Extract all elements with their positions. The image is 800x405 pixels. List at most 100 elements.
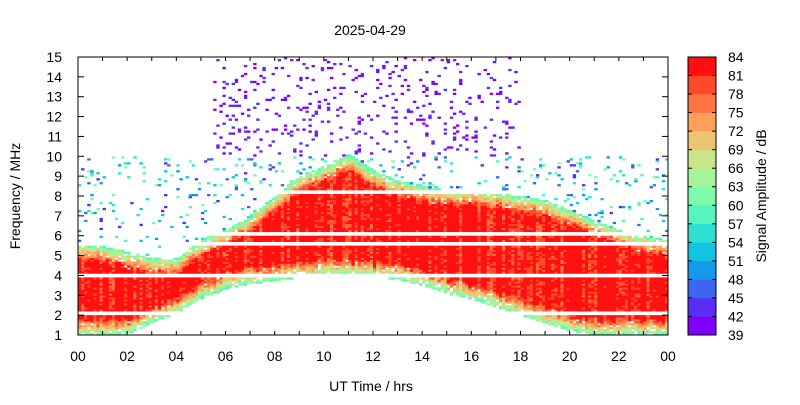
heatmap-cell (434, 203, 438, 207)
heatmap-cell (219, 247, 223, 250)
heatmap-cell (425, 197, 429, 201)
heatmap-cell (127, 279, 131, 282)
heatmap-cell (243, 90, 248, 94)
heatmap-cell (409, 197, 414, 201)
heatmap-cell (376, 221, 380, 225)
heatmap-cell (197, 255, 202, 258)
heatmap-cell (428, 215, 432, 219)
heatmap-cell (425, 269, 429, 272)
heatmap-cell (121, 253, 125, 256)
heatmap-cell (311, 209, 315, 213)
heatmap-cell (173, 279, 177, 282)
heatmap-cell (354, 259, 358, 262)
heatmap-cell (422, 215, 426, 219)
heatmap-cell (422, 197, 426, 201)
heatmap-cell (403, 237, 408, 240)
heatmap-cell (357, 237, 362, 240)
heatmap-cell (323, 221, 328, 225)
heatmap-cell (271, 259, 275, 262)
heatmap-cell (121, 329, 125, 332)
heatmap-cell (151, 279, 156, 282)
heatmap-cell (366, 203, 371, 207)
heatmap-cell (326, 249, 331, 252)
heatmap-cell (419, 203, 423, 207)
heatmap-cell (366, 209, 371, 213)
heatmap-cell (400, 205, 405, 209)
heatmap-cell (409, 203, 414, 207)
heatmap-cell (416, 265, 420, 268)
heatmap-cell (311, 229, 315, 233)
heatmap-cell (425, 267, 429, 270)
heatmap-cell (409, 251, 414, 254)
heatmap-cell (366, 221, 371, 225)
heatmap-cell (185, 301, 189, 304)
heatmap-cell (305, 66, 309, 70)
heatmap-cell (336, 235, 340, 238)
heatmap-cell (102, 325, 106, 328)
heatmap-cell (348, 201, 352, 205)
heatmap-cell (388, 194, 392, 197)
heatmap-cell (342, 249, 346, 252)
heatmap-cell (437, 166, 441, 169)
heatmap-cell (382, 265, 386, 268)
heatmap-cell (200, 277, 205, 280)
heatmap-cell (136, 281, 140, 284)
heatmap-cell (222, 102, 226, 105)
heatmap-cell (262, 213, 266, 217)
heatmap-cell (78, 259, 82, 262)
heatmap-cell (130, 319, 134, 322)
heatmap-cell (142, 261, 146, 264)
heatmap-cell (96, 207, 100, 211)
heatmap-cell (373, 100, 377, 103)
heatmap-cell (357, 257, 362, 260)
heatmap-cell (449, 221, 454, 225)
heatmap-cell (219, 239, 223, 242)
heatmap-cell (314, 112, 318, 115)
heatmap-cell (108, 267, 113, 270)
heatmap-cell (443, 253, 448, 256)
heatmap-cell (302, 219, 306, 223)
heatmap-cell (311, 78, 315, 82)
heatmap-cell (363, 205, 368, 209)
heatmap-cell (363, 225, 368, 229)
heatmap-cell (142, 289, 146, 292)
heatmap-cell (311, 138, 315, 141)
heatmap-cell (274, 66, 279, 70)
heatmap-cell (409, 122, 414, 125)
heatmap-cell (228, 239, 232, 242)
heatmap-cell (323, 205, 328, 209)
heatmap-cell (449, 186, 454, 189)
heatmap-cell (440, 239, 444, 242)
heatmap-cell (121, 299, 125, 302)
heatmap-cell (237, 267, 242, 270)
heatmap-cell (87, 267, 91, 270)
heatmap-cell (127, 277, 131, 280)
heatmap-cell (428, 245, 432, 248)
heatmap-cell (449, 245, 454, 248)
heatmap-cell (167, 297, 171, 300)
heatmap-cell (363, 172, 368, 175)
heatmap-cell (259, 247, 263, 250)
heatmap-cell (157, 307, 162, 310)
heatmap-cell (317, 235, 322, 238)
heatmap-cell (102, 307, 106, 310)
heatmap-cell (397, 251, 401, 254)
heatmap-cell (124, 295, 128, 298)
heatmap-cell (351, 221, 355, 225)
heatmap-cell (96, 269, 100, 272)
heatmap-cell (379, 197, 383, 201)
heatmap-cell (117, 263, 122, 266)
heatmap-cell (283, 247, 288, 250)
heatmap-cell (360, 249, 365, 252)
heatmap-cell (127, 269, 131, 272)
heatmap-cell (363, 235, 368, 238)
heatmap-cell (397, 277, 401, 280)
heatmap-cell (369, 182, 374, 185)
heatmap-cell (78, 321, 82, 324)
heatmap-cell (320, 237, 325, 240)
heatmap-cell (296, 84, 300, 88)
heatmap-cell (105, 317, 110, 320)
heatmap-cell (446, 277, 451, 280)
heatmap-cell (262, 223, 266, 227)
heatmap-cell (342, 209, 346, 213)
